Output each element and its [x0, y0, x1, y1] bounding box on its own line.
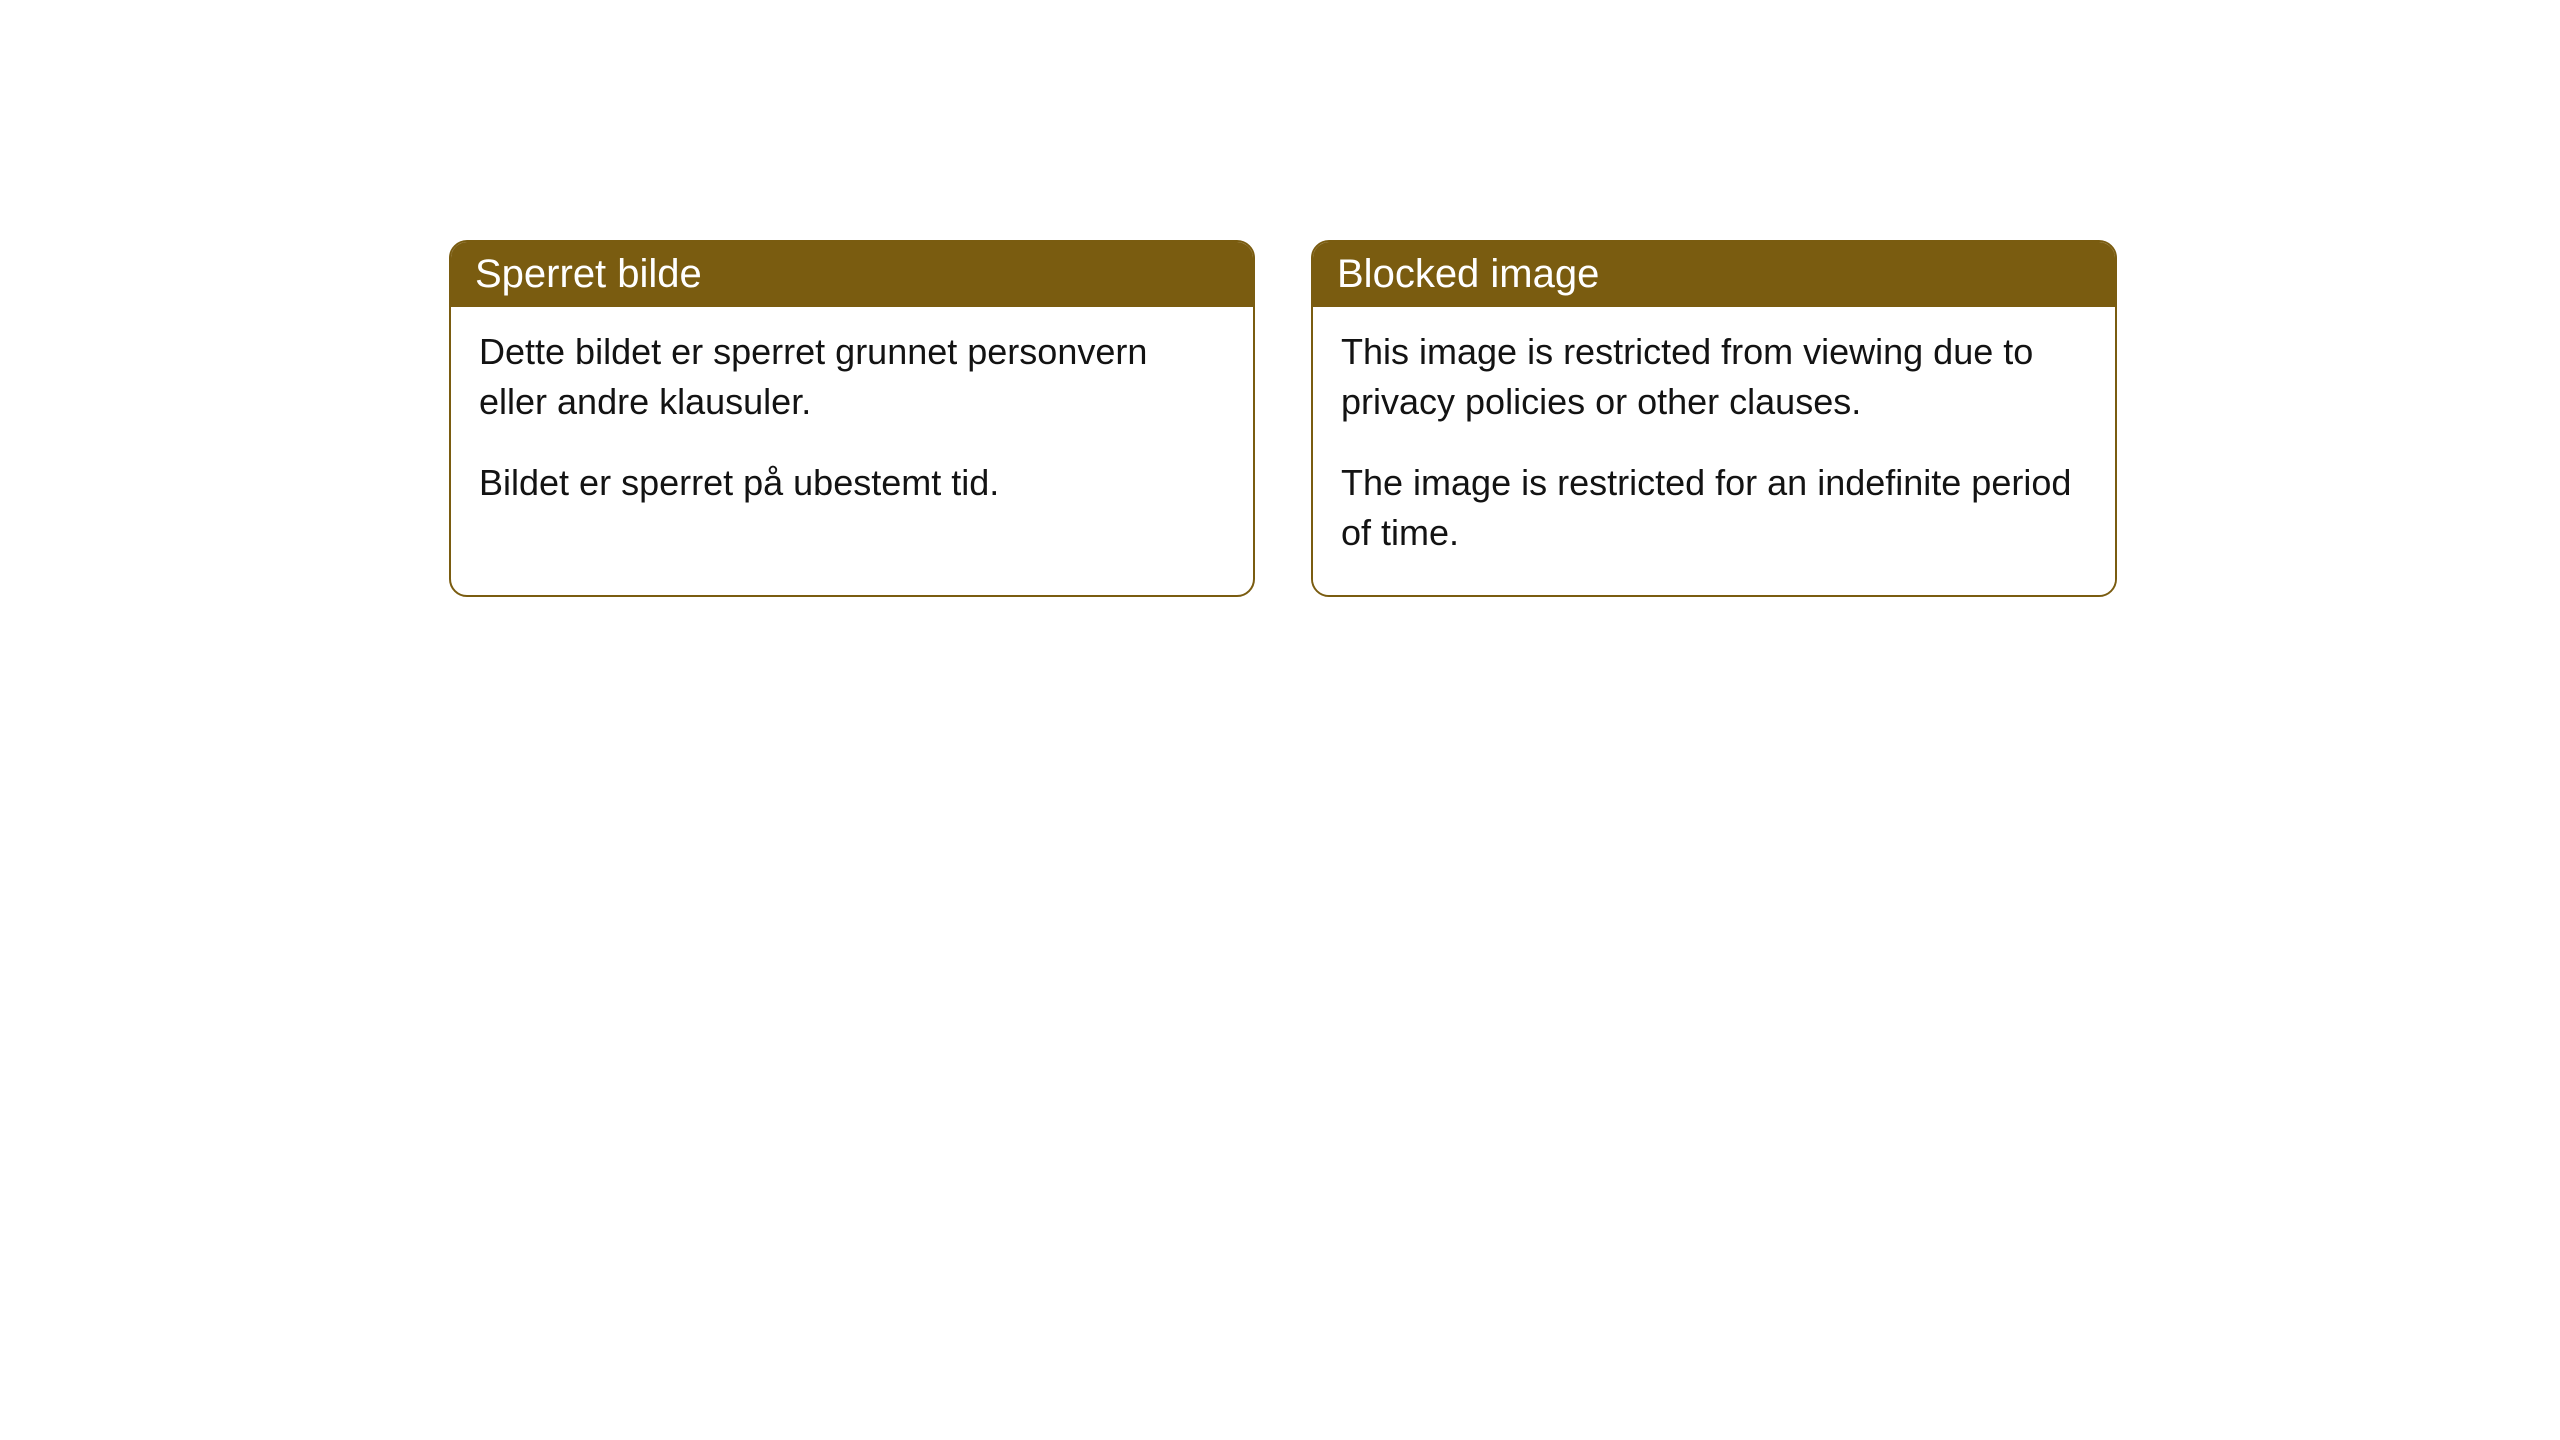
notice-cards-container: Sperret bilde Dette bildet er sperret gr… — [449, 240, 2117, 597]
blocked-image-card-norwegian: Sperret bilde Dette bildet er sperret gr… — [449, 240, 1255, 597]
card-title: Blocked image — [1337, 252, 1599, 296]
card-title: Sperret bilde — [475, 252, 702, 296]
card-body: Dette bildet er sperret grunnet personve… — [451, 307, 1253, 544]
notice-paragraph: Dette bildet er sperret grunnet personve… — [479, 327, 1225, 428]
notice-paragraph: The image is restricted for an indefinit… — [1341, 458, 2087, 559]
blocked-image-card-english: Blocked image This image is restricted f… — [1311, 240, 2117, 597]
card-header: Blocked image — [1313, 242, 2115, 307]
card-body: This image is restricted from viewing du… — [1313, 307, 2115, 595]
notice-paragraph: This image is restricted from viewing du… — [1341, 327, 2087, 428]
notice-paragraph: Bildet er sperret på ubestemt tid. — [479, 458, 1225, 508]
card-header: Sperret bilde — [451, 242, 1253, 307]
